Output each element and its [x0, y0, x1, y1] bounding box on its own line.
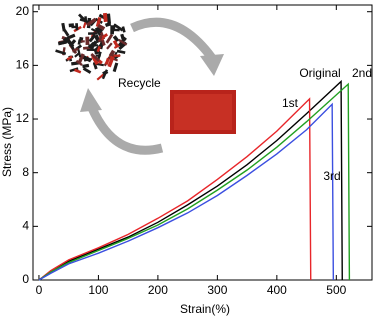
shredded-piece: [83, 58, 93, 62]
y-tick-label: 20: [16, 4, 30, 18]
shredded-piece: [97, 35, 103, 43]
series-label: Original: [299, 66, 340, 80]
shredded-piece: [61, 22, 66, 32]
x-axis-label: Strain(%): [180, 302, 230, 316]
shredded-piece: [74, 68, 82, 74]
x-tick-label: 200: [148, 283, 168, 297]
shredded-piece: [67, 33, 76, 40]
recycled-sheet-shine: [174, 94, 232, 130]
shredded-piece: [97, 23, 106, 31]
shredded-piece: [112, 35, 120, 43]
shredded-piece: [102, 12, 108, 23]
shredded-piece: [82, 63, 90, 69]
shredded-piece: [101, 33, 109, 40]
shredded-piece: [66, 55, 73, 61]
y-tick-label: 16: [16, 58, 30, 72]
shredded-piece: [104, 21, 112, 28]
shredded-piece: [93, 63, 98, 70]
shredded-piece: [90, 52, 100, 62]
shredded-piece: [112, 28, 120, 32]
shredded-piece: [95, 16, 102, 28]
x-tick-label: 300: [207, 283, 227, 297]
recycle-arrow: [130, 17, 216, 61]
shredded-piece: [112, 62, 119, 73]
x-tick-label: 0: [36, 283, 43, 297]
shredded-piece: [84, 16, 88, 22]
shredded-piece: [75, 59, 83, 67]
shredded-piece: [63, 29, 70, 37]
shredded-piece: [82, 67, 92, 74]
shredded-piece: [104, 57, 110, 65]
x-tick-label: 500: [326, 283, 346, 297]
shredded-piece: [102, 69, 109, 76]
recycle-arrow: [87, 106, 164, 155]
x-tick-label: 100: [88, 283, 108, 297]
recycle-arrow-head: [80, 88, 102, 112]
shredded-piece: [113, 23, 124, 32]
shredded-piece: [90, 27, 98, 33]
shredded-piece: [113, 54, 121, 57]
recycle-inset: Recycle: [55, 12, 236, 155]
shredded-piece: [55, 49, 67, 56]
shredded-piece: [91, 55, 99, 66]
shredded-piece: [95, 26, 104, 34]
shredded-piece: [112, 39, 119, 47]
shredded-piece: [88, 32, 98, 35]
x-tick-label: 400: [267, 283, 287, 297]
shredded-piece: [82, 22, 87, 29]
series-label: 1st: [282, 96, 299, 110]
plot-frame: [32, 4, 373, 281]
shredded-piece: [57, 40, 68, 46]
shredded-piece: [110, 25, 114, 35]
shredded-piece: [94, 27, 101, 37]
y-tick-label: 4: [22, 219, 29, 233]
shredded-piece: [74, 51, 81, 58]
shredded-piece: [63, 37, 74, 47]
shredded-piece: [77, 39, 82, 45]
shredded-piece: [85, 36, 90, 45]
shredded-piece: [96, 45, 101, 53]
y-axis-label: Stress (MPa): [0, 107, 14, 177]
recycle-arrow-head: [200, 54, 224, 76]
shredded-piece: [69, 67, 79, 73]
shredded-piece: [88, 44, 98, 47]
inset-label: Recycle: [118, 76, 161, 90]
series-line: [38, 79, 343, 281]
series-line: [38, 102, 335, 281]
shredded-piece: [96, 72, 106, 81]
shredded-piece: [108, 49, 116, 58]
shredded-piece: [106, 42, 113, 50]
y-tick-label: 8: [22, 165, 29, 179]
series-label: 2nd: [352, 66, 372, 80]
shredded-piece: [88, 33, 97, 43]
shredded-piece: [85, 17, 97, 27]
shredded-piece: [118, 38, 128, 46]
shredded-piece: [116, 49, 126, 54]
y-tick-label: 0: [22, 272, 29, 286]
shredded-piece: [121, 26, 126, 33]
y-tick-label: 12: [16, 111, 30, 125]
shredded-piece: [97, 51, 102, 60]
shredded-piece: [77, 53, 85, 63]
series-line: [38, 82, 351, 281]
shredded-piece: [71, 47, 79, 53]
shredded-piece: [105, 33, 114, 44]
series-line: [38, 97, 312, 281]
shredded-piece: [68, 23, 75, 28]
shredded-piece: [107, 55, 115, 68]
series-label: 3rd: [323, 169, 340, 183]
